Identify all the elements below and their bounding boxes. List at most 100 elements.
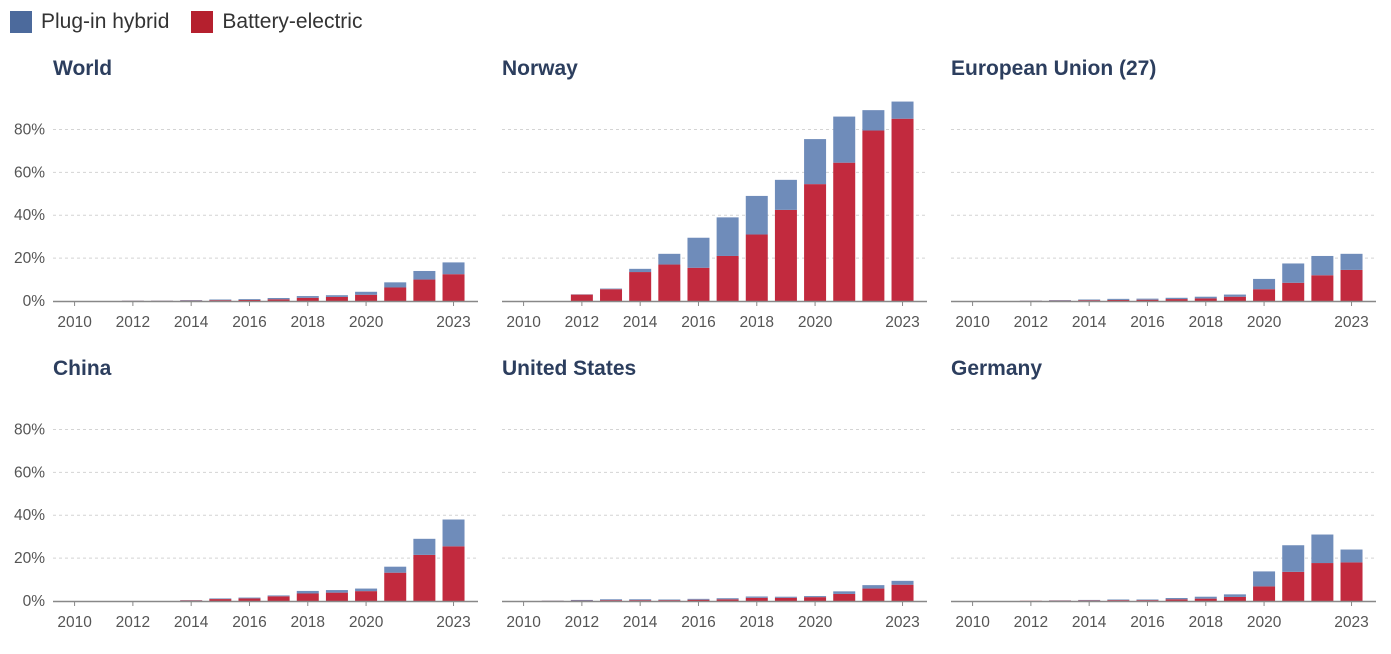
bar-battery-electric-2016[interactable] [687, 599, 710, 601]
bar-plug-in-hybrid-2022[interactable] [1311, 255, 1334, 276]
bar-battery-electric-2019[interactable] [774, 597, 797, 601]
bar-plug-in-hybrid-2016[interactable] [1136, 298, 1159, 300]
bar-battery-electric-2015[interactable] [658, 600, 681, 601]
bar-plug-in-hybrid-2015[interactable] [658, 253, 681, 265]
bar-battery-electric-2021[interactable] [833, 162, 856, 301]
bar-battery-electric-2021[interactable] [833, 593, 856, 601]
bar-battery-electric-2022[interactable] [413, 279, 436, 301]
bar-battery-electric-2022[interactable] [1311, 275, 1334, 301]
bar-plug-in-hybrid-2019[interactable] [1223, 594, 1246, 597]
bar-battery-electric-2013[interactable] [600, 600, 623, 601]
bar-plug-in-hybrid-2019[interactable] [774, 179, 797, 210]
bar-plug-in-hybrid-2015[interactable] [1107, 599, 1130, 601]
bar-plug-in-hybrid-2023[interactable] [891, 101, 914, 119]
bar-plug-in-hybrid-2013[interactable] [600, 599, 623, 601]
bar-battery-electric-2018[interactable] [296, 297, 319, 301]
bar-battery-electric-2021[interactable] [1282, 571, 1305, 601]
bar-plug-in-hybrid-2023[interactable] [1340, 253, 1363, 270]
bar-battery-electric-2019[interactable] [1223, 596, 1246, 601]
legend-item-battery-electric[interactable]: Battery-electric [191, 10, 362, 34]
bar-plug-in-hybrid-2013[interactable] [600, 288, 623, 290]
bar-plug-in-hybrid-2012[interactable] [570, 599, 593, 601]
bar-battery-electric-2015[interactable] [209, 300, 232, 301]
bar-plug-in-hybrid-2021[interactable] [833, 591, 856, 594]
bar-battery-electric-2019[interactable] [325, 296, 348, 301]
bar-plug-in-hybrid-2015[interactable] [658, 599, 681, 601]
bar-plug-in-hybrid-2022[interactable] [413, 538, 436, 555]
bar-plug-in-hybrid-2016[interactable] [1136, 599, 1159, 601]
bar-battery-electric-2023[interactable] [1340, 562, 1363, 601]
bar-plug-in-hybrid-2018[interactable] [1194, 596, 1217, 599]
bar-plug-in-hybrid-2015[interactable] [209, 598, 232, 600]
bar-plug-in-hybrid-2015[interactable] [209, 299, 232, 301]
bar-plug-in-hybrid-2019[interactable] [325, 590, 348, 593]
bar-battery-electric-2023[interactable] [891, 584, 914, 601]
bar-plug-in-hybrid-2018[interactable] [1194, 296, 1217, 299]
bar-battery-electric-2018[interactable] [296, 593, 319, 601]
bar-plug-in-hybrid-2017[interactable] [716, 598, 739, 600]
bar-battery-electric-2016[interactable] [238, 598, 261, 601]
bar-plug-in-hybrid-2020[interactable] [804, 139, 827, 185]
bar-plug-in-hybrid-2023[interactable] [891, 580, 914, 585]
bar-plug-in-hybrid-2021[interactable] [833, 116, 856, 163]
bar-battery-electric-2014[interactable] [629, 272, 652, 301]
bar-battery-electric-2016[interactable] [1136, 600, 1159, 601]
bar-battery-electric-2015[interactable] [658, 264, 681, 301]
bar-plug-in-hybrid-2023[interactable] [442, 519, 465, 547]
bar-plug-in-hybrid-2017[interactable] [267, 595, 290, 597]
bar-battery-electric-2020[interactable] [355, 591, 378, 601]
bar-battery-electric-2017[interactable] [716, 599, 739, 601]
bar-plug-in-hybrid-2019[interactable] [1223, 294, 1246, 297]
bar-battery-electric-2023[interactable] [442, 546, 465, 601]
bar-battery-electric-2017[interactable] [267, 299, 290, 301]
bar-battery-electric-2016[interactable] [687, 267, 710, 301]
bar-battery-electric-2018[interactable] [1194, 298, 1217, 301]
bar-plug-in-hybrid-2018[interactable] [745, 195, 768, 235]
bar-plug-in-hybrid-2016[interactable] [687, 237, 710, 268]
bar-plug-in-hybrid-2023[interactable] [442, 262, 465, 275]
bar-plug-in-hybrid-2018[interactable] [296, 296, 319, 298]
bar-battery-electric-2023[interactable] [1340, 269, 1363, 301]
bar-plug-in-hybrid-2021[interactable] [1282, 263, 1305, 283]
bar-battery-electric-2023[interactable] [442, 274, 465, 301]
bar-plug-in-hybrid-2023[interactable] [1340, 549, 1363, 563]
bar-battery-electric-2018[interactable] [1194, 598, 1217, 601]
bar-plug-in-hybrid-2021[interactable] [384, 282, 407, 288]
bar-battery-electric-2013[interactable] [600, 289, 623, 301]
bar-battery-electric-2019[interactable] [325, 592, 348, 601]
bar-plug-in-hybrid-2020[interactable] [355, 291, 378, 295]
bar-battery-electric-2021[interactable] [1282, 282, 1305, 301]
bar-battery-electric-2014[interactable] [629, 600, 652, 601]
bar-plug-in-hybrid-2016[interactable] [687, 598, 710, 600]
bar-battery-electric-2014[interactable] [1078, 300, 1101, 301]
bar-plug-in-hybrid-2021[interactable] [384, 566, 407, 573]
bar-battery-electric-2015[interactable] [1107, 600, 1130, 601]
bar-battery-electric-2021[interactable] [384, 572, 407, 601]
bar-battery-electric-2023[interactable] [891, 118, 914, 301]
bar-battery-electric-2017[interactable] [1165, 299, 1188, 301]
bar-plug-in-hybrid-2020[interactable] [804, 596, 827, 598]
bar-plug-in-hybrid-2018[interactable] [296, 590, 319, 594]
bar-battery-electric-2022[interactable] [1311, 563, 1334, 601]
bar-battery-electric-2018[interactable] [745, 597, 768, 601]
bar-plug-in-hybrid-2022[interactable] [1311, 534, 1334, 564]
legend-item-plug-in-hybrid[interactable]: Plug-in hybrid [10, 10, 169, 34]
bar-battery-electric-2017[interactable] [267, 596, 290, 601]
bar-plug-in-hybrid-2019[interactable] [325, 295, 348, 297]
bar-battery-electric-2012[interactable] [570, 294, 593, 301]
bar-plug-in-hybrid-2014[interactable] [1078, 299, 1101, 301]
bar-plug-in-hybrid-2020[interactable] [1253, 278, 1276, 290]
bar-plug-in-hybrid-2018[interactable] [745, 596, 768, 598]
bar-battery-electric-2015[interactable] [1107, 299, 1130, 301]
bar-battery-electric-2021[interactable] [384, 287, 407, 301]
bar-plug-in-hybrid-2014[interactable] [629, 268, 652, 273]
bar-battery-electric-2016[interactable] [1136, 299, 1159, 301]
bar-plug-in-hybrid-2022[interactable] [862, 585, 885, 589]
bar-battery-electric-2015[interactable] [209, 599, 232, 601]
bar-plug-in-hybrid-2017[interactable] [267, 297, 290, 300]
bar-plug-in-hybrid-2014[interactable] [629, 599, 652, 601]
bar-battery-electric-2017[interactable] [1165, 599, 1188, 601]
bar-plug-in-hybrid-2017[interactable] [1165, 597, 1188, 600]
bar-battery-electric-2022[interactable] [862, 588, 885, 601]
bar-battery-electric-2014[interactable] [1078, 600, 1101, 601]
